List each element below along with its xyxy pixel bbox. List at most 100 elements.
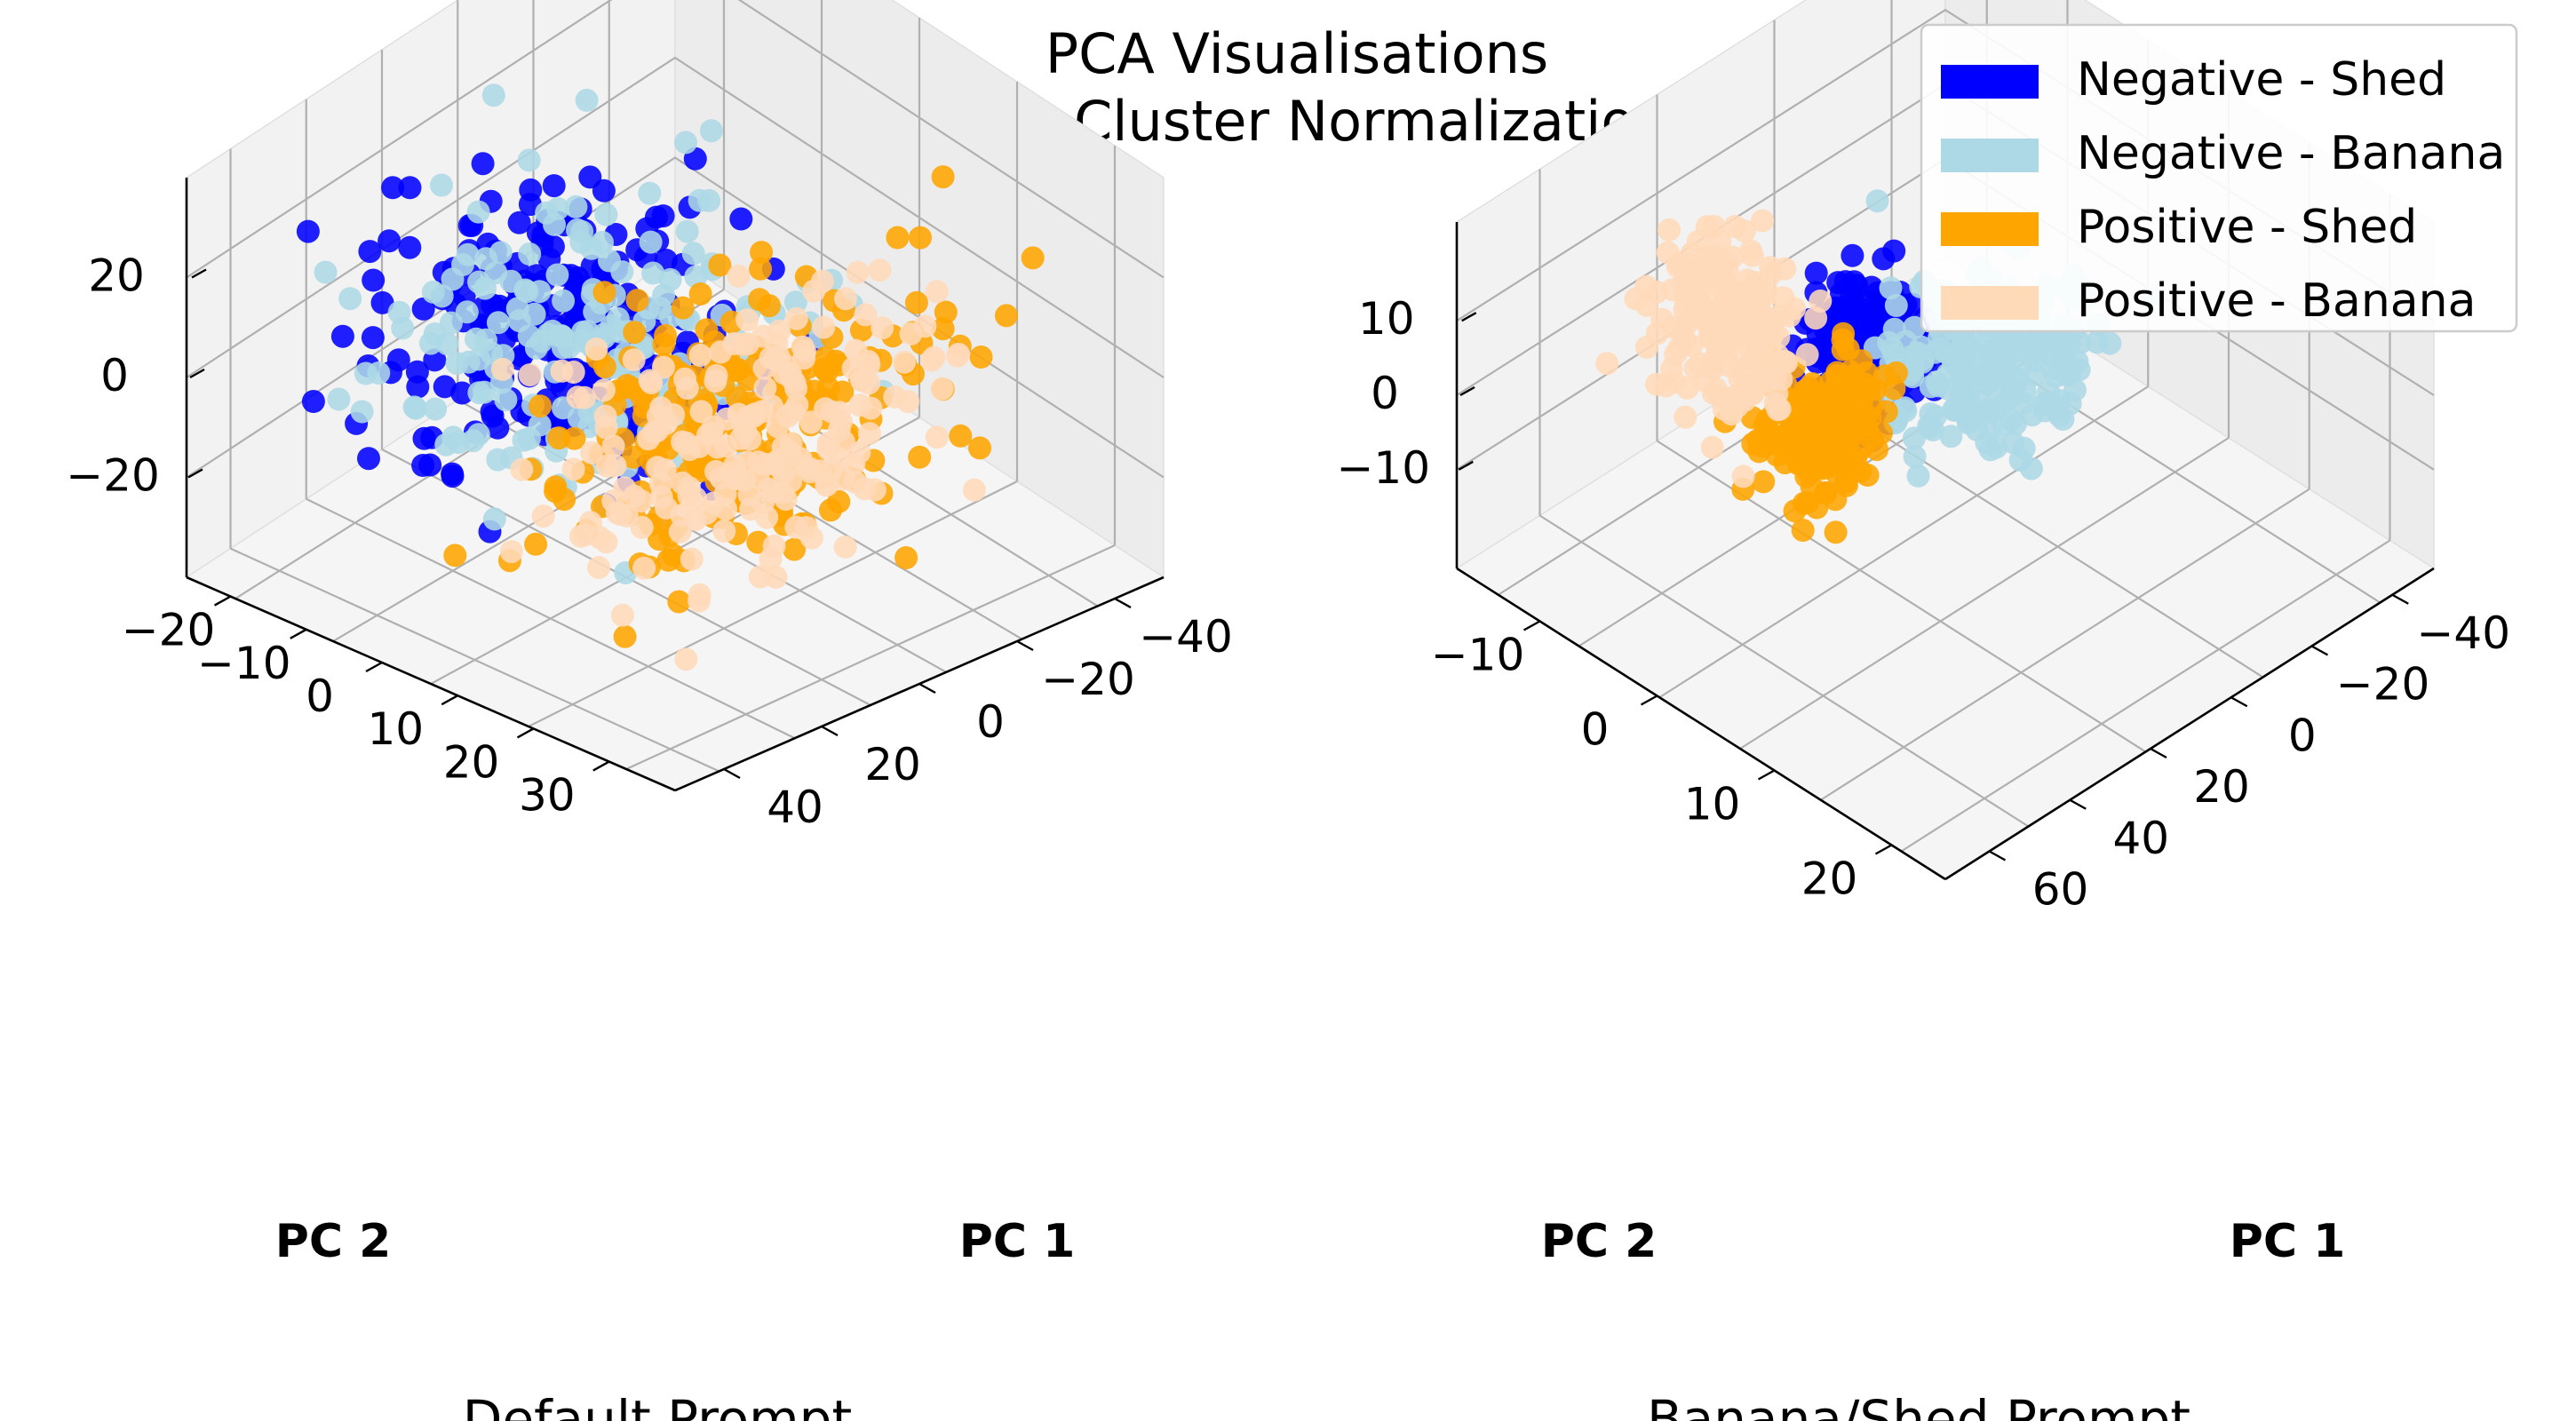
scatter-point [704,369,727,393]
y-tick-mark [213,595,232,607]
scatter-point [652,332,676,356]
scatter-point [418,331,442,355]
scatter-point [820,457,844,481]
y-axis-line [186,576,676,792]
scatter-point [517,148,541,172]
legend: Negative - Shed Negative - Banana Positive… [1920,23,2518,333]
x-gridline-floor [1658,385,2149,699]
scatter-point [1858,406,1882,430]
scatter-point [1942,398,1966,422]
scatter-point [708,253,732,277]
scatter-point [424,397,448,421]
figure-title-line1: PCA Visualisations [1046,21,1548,86]
scatter-point [542,174,566,198]
scatter-point [651,355,675,379]
scatter-point [517,324,541,348]
x-gridline-floor [528,480,1018,727]
scatter-point [699,119,723,143]
x-tick-mark [2310,645,2329,656]
scatter-point [387,300,411,324]
scatter-point [490,357,514,381]
scatter-point [578,165,602,189]
scatter-point [764,565,788,589]
scatter-point [770,480,794,504]
y-tick-label: −10 [197,638,291,689]
scatter-point [1716,321,1740,345]
scatter-point [1824,520,1848,544]
scatter-point [623,484,647,508]
scatter-point [418,453,442,477]
scatter-point [357,447,380,471]
scatter-point [1923,404,1947,428]
z-tick-label: −20 [66,450,160,502]
z-tick-label: −10 [1337,442,1431,494]
scatter-point [579,236,603,260]
scatter-point [749,257,773,281]
scatter-point [1708,229,1732,253]
scatter-point [1906,464,1930,488]
scatter-point [871,316,894,340]
scatter-point [834,287,857,311]
y-axis-label: PC 2 [275,1215,392,1268]
x-axis-label: PC 1 [959,1215,1076,1268]
scatter-point [735,308,759,332]
x-axis-label: PC 1 [2230,1215,2346,1268]
z-tick-mark [187,468,203,479]
scatter-point [1961,370,1985,394]
scatter-point [361,326,385,350]
scatter-point [791,335,815,359]
scatter-point [1872,247,1896,271]
y-tick-label: 0 [1581,704,1610,756]
scatter-point [968,436,991,460]
legend-label: Negative - Shed [2077,53,2446,107]
scatter-point [850,368,874,392]
scatter-point [552,289,576,313]
scatter-point [630,515,654,539]
scatter-point [2009,352,2033,376]
scatter-point [1667,336,1691,360]
x-gridline-floor [1820,488,2310,801]
scatter-point [1754,278,1778,302]
scatter-point [2085,330,2109,354]
scatter-point [338,287,362,311]
scatter-point [684,507,707,531]
scatter-point [584,337,608,361]
x-tick-mark [918,682,936,695]
scatter-point [1802,392,1826,415]
y-tick-mark [1874,844,1893,855]
scatter-point [949,424,973,448]
scatter-point [1634,274,1658,298]
scatter-point [1795,343,1819,367]
scatter-point [1882,343,1906,367]
scatter-point [828,401,852,425]
scatter-point [1783,499,1807,523]
legend-label: Positive - Shed [2077,201,2417,254]
scatter-point [1903,445,1927,469]
z-gridline [186,156,1165,479]
y-tick-label: 30 [519,770,576,822]
scatter-point [844,338,868,362]
scatter-point [1804,306,1828,330]
scatter-point [816,437,840,461]
banana-shed-subplot-title: Banana/Shed Prompt [1647,1389,2190,1421]
scatter-point [553,488,576,512]
scatter-point [529,394,553,418]
y-axis-label: PC 2 [1541,1215,1658,1268]
scatter-point [466,200,490,224]
x-tick-label: 40 [2112,813,2169,864]
scatter-point [1825,363,1849,387]
scatter-point [784,306,808,330]
scatter-point [688,282,712,306]
scatter-point [1763,392,1787,416]
scatter-point [1884,294,1908,317]
scatter-point [969,345,993,369]
scatter-point [930,377,954,401]
scatter-point [674,647,698,671]
scatter-point [531,504,555,528]
scatter-point [689,400,713,424]
scatter-point [1879,276,1903,300]
scatter-point [519,178,543,202]
scatter-point [499,540,523,564]
x-gridline-floor [1900,539,2391,853]
scatter-point [947,342,971,366]
